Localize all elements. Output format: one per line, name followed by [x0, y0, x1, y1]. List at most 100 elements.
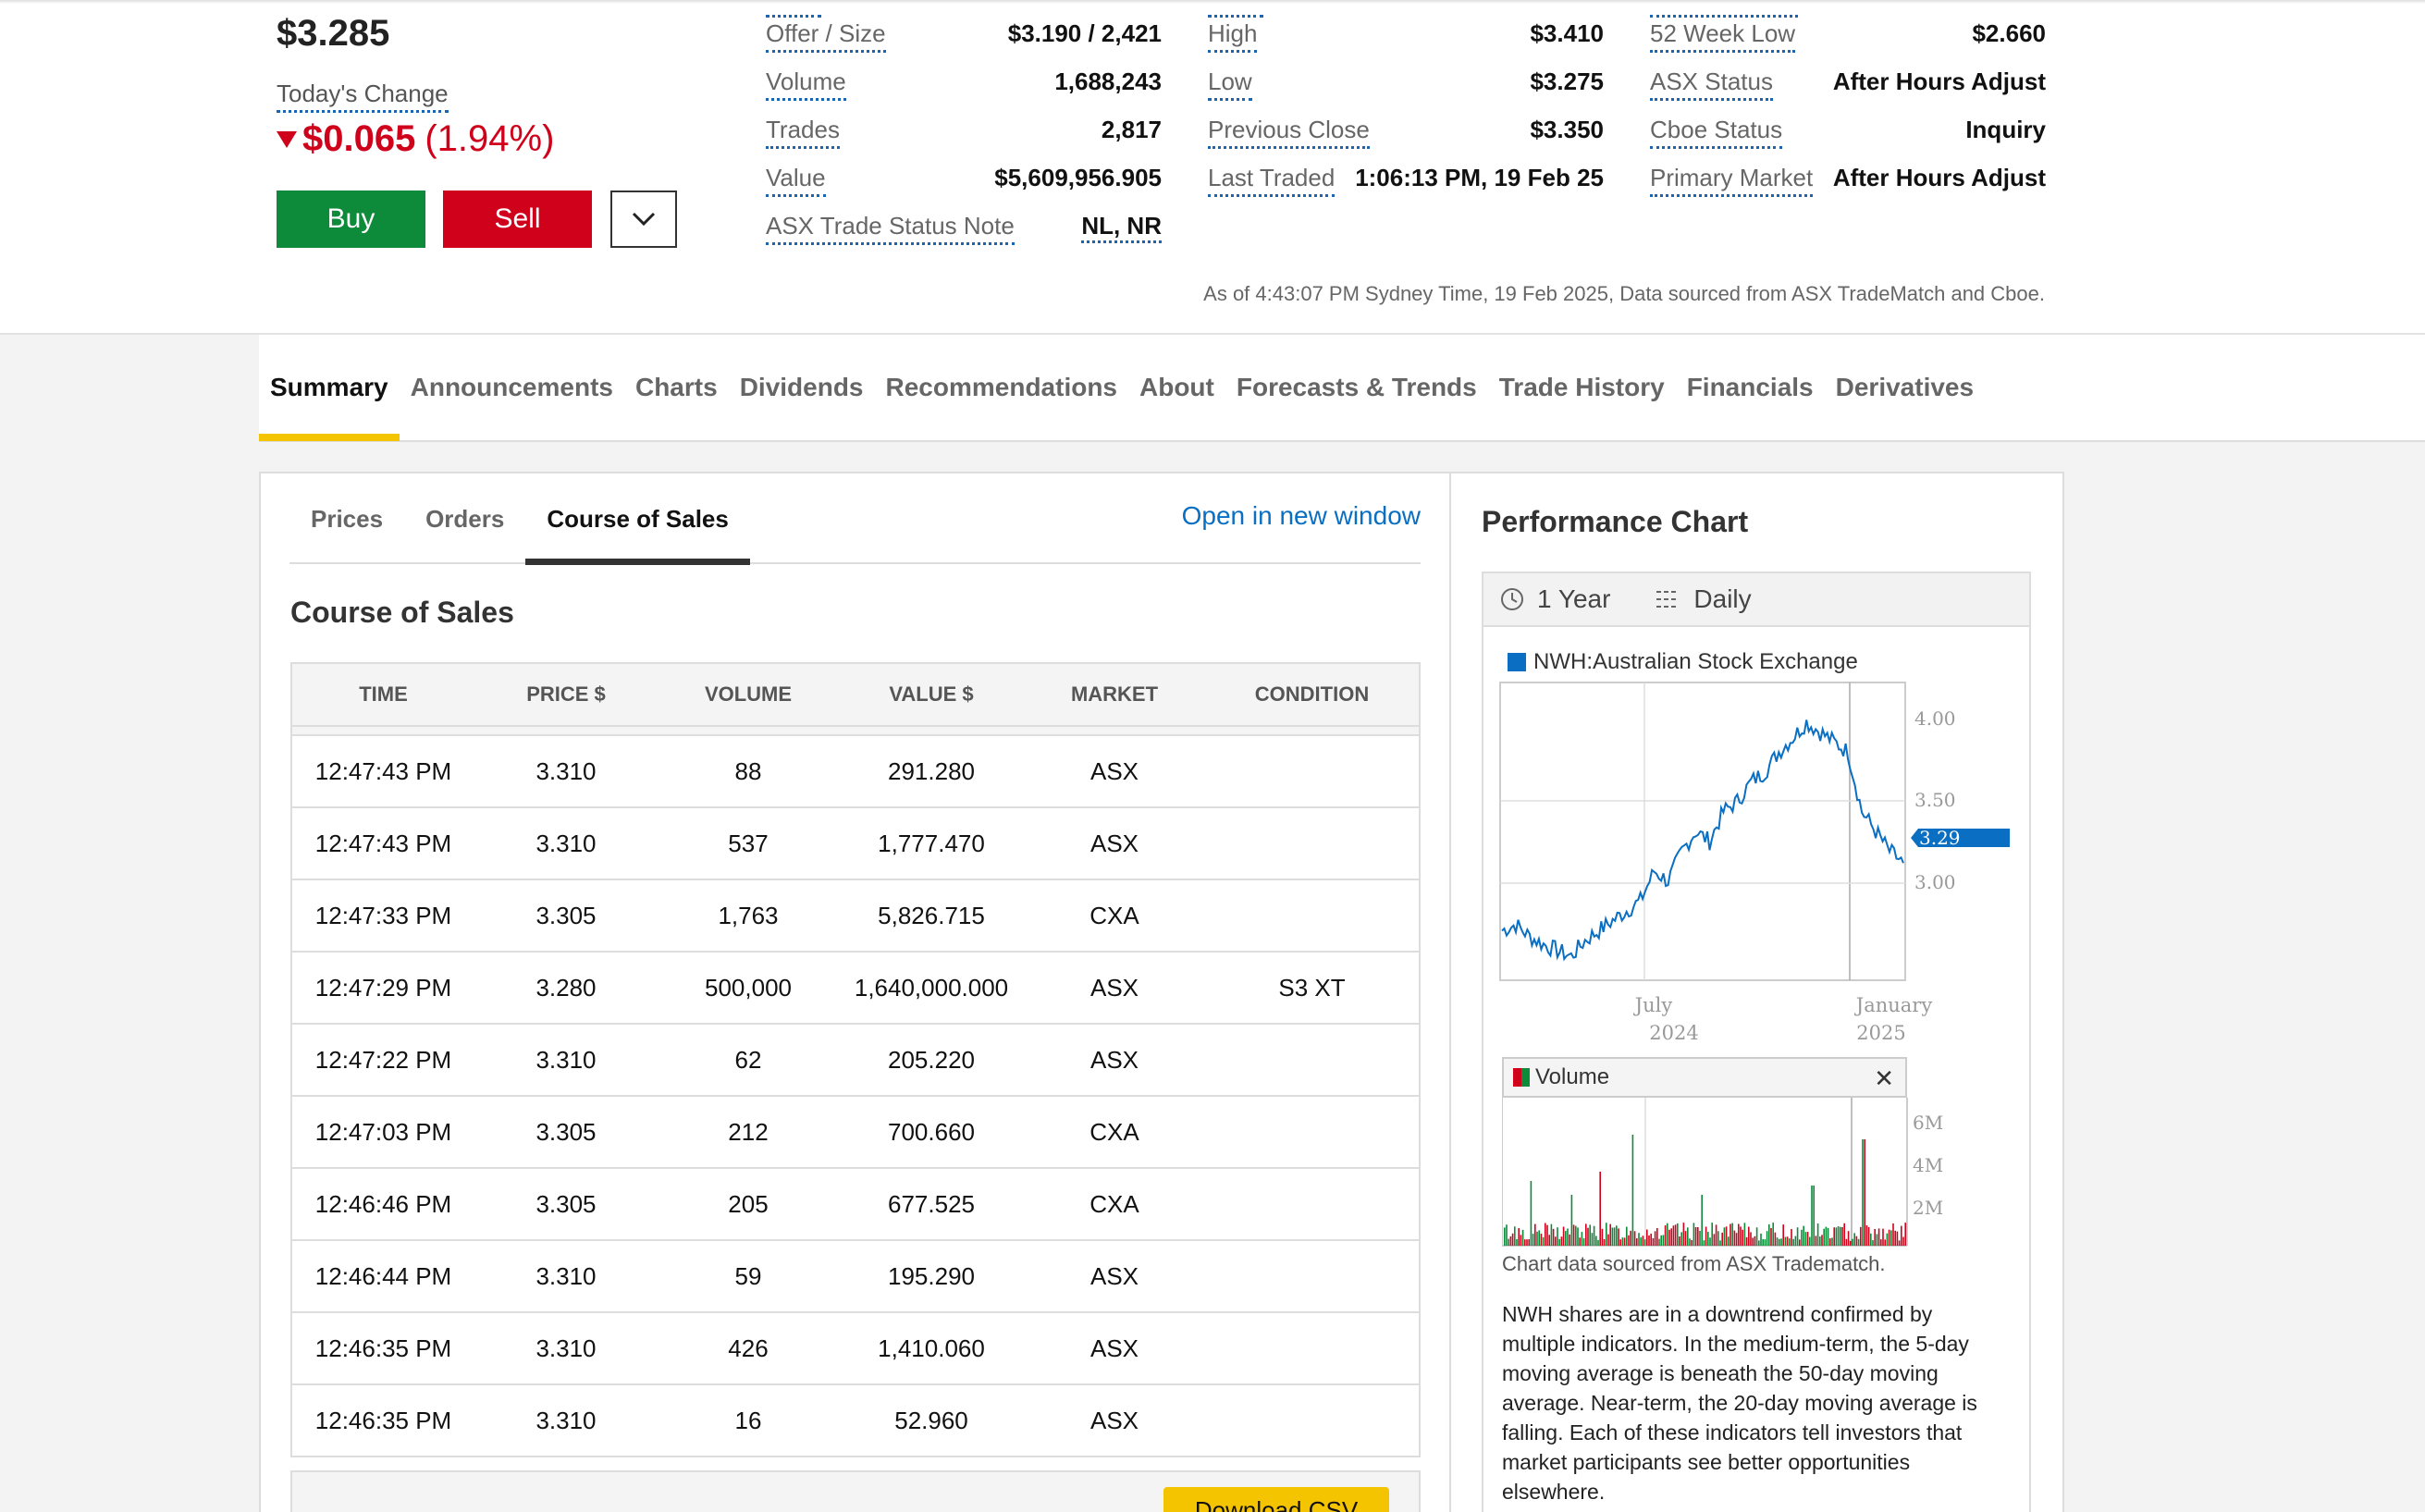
- tab-about[interactable]: About: [1139, 373, 1214, 401]
- volume-bar: [1754, 1235, 1756, 1246]
- volume-bar: [1862, 1139, 1864, 1246]
- cell-condition: [1205, 1024, 1421, 1097]
- tab-charts[interactable]: Charts: [634, 373, 718, 401]
- volume-bar: [1524, 1239, 1526, 1246]
- period-selector[interactable]: 1 Year: [1500, 584, 1610, 614]
- data-as-of-note: As of 4:43:07 PM Sydney Time, 19 Feb 202…: [1203, 282, 2045, 305]
- stat-label[interactable]: Low: [1208, 67, 1252, 101]
- volume-bar: [1750, 1232, 1752, 1246]
- volume-bar: [1799, 1239, 1801, 1246]
- volume-bar: [1745, 1236, 1748, 1246]
- volume-bar: [1508, 1238, 1509, 1246]
- volume-chart[interactable]: 6M 4M 2M: [1502, 1098, 1964, 1251]
- last-price-tag: [1911, 829, 2010, 847]
- stat-label[interactable]: Offer / Size: [766, 18, 886, 53]
- stat-last-traded: Last Traded 1:06:13 PM, 19 Feb 25: [1208, 163, 1604, 211]
- volume-bar: [1742, 1229, 1743, 1246]
- volume-bar: [1801, 1229, 1803, 1246]
- cell-market: ASX: [1024, 952, 1205, 1025]
- more-options-button[interactable]: [610, 191, 677, 248]
- stat-label[interactable]: ASX Trade Status Note: [766, 211, 1015, 245]
- volume-bar: [1806, 1232, 1809, 1246]
- tab-dividends[interactable]: Dividends: [739, 373, 864, 401]
- legend-swatch: [1508, 653, 1526, 671]
- cell-volume: 1,763: [658, 879, 839, 953]
- table-row: 12:46:35 PM 3.310 16 52.960 ASX: [290, 1384, 1421, 1457]
- subtab-course-of-sales[interactable]: Course of Sales: [525, 474, 750, 565]
- stat-label[interactable]: ASX Status: [1650, 67, 1773, 101]
- tab-summary[interactable]: Summary: [259, 334, 400, 441]
- volume-bar: [1780, 1238, 1782, 1246]
- volume-bar: [1709, 1237, 1711, 1246]
- tab-recommendations[interactable]: Recommendations: [885, 373, 1118, 401]
- cell-price: 3.280: [474, 952, 658, 1025]
- subtab-prices[interactable]: Prices: [311, 504, 384, 533]
- panel-divider: [1449, 473, 1451, 1512]
- stat-label[interactable]: High: [1208, 18, 1258, 53]
- stat-label[interactable]: Cboe Status: [1650, 115, 1783, 149]
- volume-bar: [1621, 1237, 1624, 1246]
- cell-value: 700.660: [839, 1096, 1024, 1169]
- stat-label[interactable]: Value: [766, 163, 826, 197]
- stat-value: $3.410: [1530, 19, 1604, 47]
- interval-selector[interactable]: Daily: [1655, 584, 1752, 614]
- volume-bar: [1680, 1232, 1682, 1246]
- stat-label[interactable]: Last Traded: [1208, 163, 1336, 197]
- volume-bar: [1672, 1225, 1675, 1246]
- volume-bar: [1526, 1239, 1528, 1246]
- col-time: TIME: [290, 662, 474, 727]
- open-in-new-window-link[interactable]: Open in new window: [1181, 501, 1421, 530]
- table-row: 12:47:43 PM 3.310 88 291.280 ASX: [290, 735, 1421, 808]
- todays-change-label[interactable]: Today's Change: [277, 80, 449, 113]
- volume-bar: [1626, 1226, 1628, 1246]
- volume-bar: [1902, 1236, 1904, 1246]
- volume-bar: [1794, 1235, 1797, 1246]
- buy-button[interactable]: Buy: [277, 191, 425, 248]
- volume-bar: [1707, 1231, 1709, 1246]
- stat-trade-status-note: ASX Trade Status Note NL, NR: [766, 211, 1162, 259]
- cell-volume: 62: [658, 1024, 839, 1097]
- volume-bar: [1679, 1236, 1680, 1246]
- y-tick-label: 4.00: [1914, 707, 1956, 730]
- stat-label[interactable]: Volume: [766, 67, 846, 101]
- tab-derivatives[interactable]: Derivatives: [1835, 373, 1975, 401]
- chart-legend: NWH:Australian Stock Exchange: [1508, 649, 1858, 675]
- volume-bar: [1540, 1234, 1543, 1246]
- cell-volume: 16: [658, 1384, 839, 1457]
- volume-bar: [1840, 1226, 1841, 1246]
- cell-time: 12:47:03 PM: [290, 1096, 474, 1169]
- col-value: VALUE $: [839, 662, 1024, 727]
- volume-bar: [1630, 1230, 1631, 1246]
- download-csv-button[interactable]: Download CSV: [1163, 1487, 1389, 1512]
- stat-value: $2.660: [1972, 19, 2046, 47]
- volume-bar: [1638, 1233, 1640, 1246]
- tab-financials[interactable]: Financials: [1686, 373, 1814, 401]
- volume-bar: [1575, 1225, 1577, 1246]
- cell-volume: 500,000: [658, 952, 839, 1025]
- volume-bar: [1786, 1236, 1789, 1246]
- cell-time: 12:46:35 PM: [290, 1384, 474, 1457]
- stat-label[interactable]: 52 Week Low: [1650, 18, 1796, 53]
- tab-forecasts-trends[interactable]: Forecasts & Trends: [1236, 373, 1477, 401]
- price-chart[interactable]: 4.00 3.50 3.00 3.29 July 2024 January 20…: [1498, 679, 2016, 1049]
- volume-swatch: [1513, 1068, 1530, 1087]
- stat-label[interactable]: Primary Market: [1650, 163, 1814, 197]
- close-icon[interactable]: ✕: [1874, 1064, 1894, 1092]
- table-row: 12:46:46 PM 3.305 205 677.525 CXA: [290, 1168, 1421, 1241]
- volume-bar: [1901, 1225, 1902, 1246]
- volume-bar: [1550, 1223, 1553, 1246]
- tab-trade-history[interactable]: Trade History: [1498, 373, 1665, 401]
- sell-button[interactable]: Sell: [443, 191, 592, 248]
- volume-bar: [1877, 1228, 1880, 1246]
- volume-bar: [1587, 1227, 1589, 1246]
- stat-label[interactable]: Trades: [766, 115, 840, 149]
- volume-bar: [1829, 1238, 1831, 1246]
- volume-bar: [1766, 1231, 1768, 1246]
- tab-announcements[interactable]: Announcements: [410, 373, 613, 401]
- subtab-orders[interactable]: Orders: [425, 504, 505, 533]
- change-percent: (1.94%): [425, 118, 555, 159]
- stat-label[interactable]: Previous Close: [1208, 115, 1370, 149]
- stat-value[interactable]: NL, NR: [1081, 211, 1162, 243]
- volume-bar: [1552, 1228, 1555, 1246]
- volume-bar: [1892, 1223, 1894, 1246]
